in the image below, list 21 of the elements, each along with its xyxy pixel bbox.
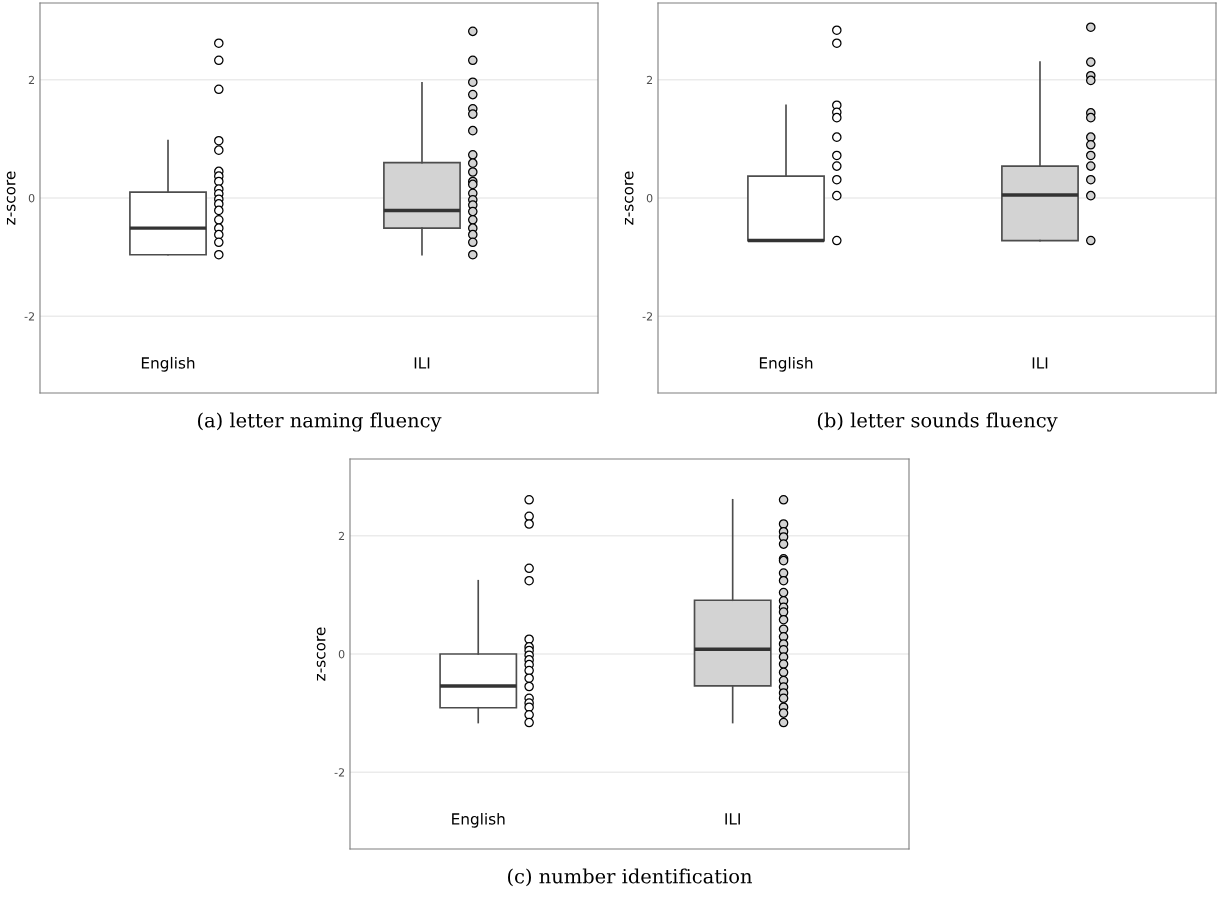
y-axis-title: z-score [6,171,16,225]
y-axis-title: z-score [316,627,326,681]
y-tick-label: 0 [28,193,35,203]
y-tick-label: -2 [642,312,653,321]
text: (c) number identification [508,868,752,887]
x-tick-label: ILI [1032,357,1048,369]
x-tick-label: English [452,812,505,828]
x-tick-label: ILI [725,813,740,825]
y-axis-title: z-score [624,171,634,225]
x-tick-label: English [141,356,195,372]
y-tick-label: 2 [338,531,345,541]
y-tick-label: 2 [646,75,653,85]
y-tick-label: 2 [28,75,35,85]
y-tick-label: -2 [334,768,345,777]
y-tick-label: 0 [338,649,345,659]
y-tick-label: -2 [24,312,35,321]
x-tick-label: ILI [414,357,430,369]
x-tick-label: English [759,356,813,372]
y-tick-label: 0 [646,193,653,203]
text: (a) letter naming fluency [198,412,442,432]
text: (b) letter sounds fluency [817,412,1058,432]
